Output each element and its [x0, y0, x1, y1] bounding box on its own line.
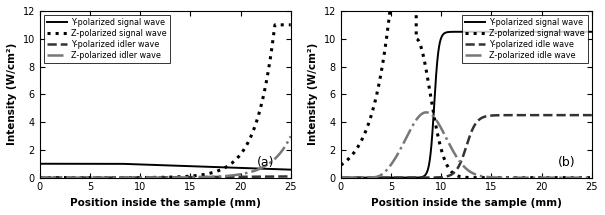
Y-polarized idle wave	[337, 176, 344, 179]
Z-polarized idle wave	[588, 176, 595, 179]
Z-polarized idle wave	[422, 111, 430, 114]
Line: Z-polarized signal wave: Z-polarized signal wave	[341, 0, 592, 178]
Y-polarized signal wave	[588, 31, 595, 33]
Z-polarized idle wave	[556, 176, 563, 179]
Z-polarized signal wave	[337, 164, 344, 166]
Line: Z-polarized idle wave: Z-polarized idle wave	[341, 112, 592, 178]
Z-polarized signal wave	[445, 166, 452, 168]
Y-polarized signal wave	[287, 168, 294, 171]
Z-polarized idle wave	[381, 171, 388, 174]
Y-polarized idler wave	[287, 175, 294, 178]
Z-polarized idler wave	[65, 176, 72, 179]
Y-polarized signal wave	[433, 62, 440, 64]
Line: Y-polarized idle wave: Y-polarized idle wave	[341, 115, 592, 178]
Y-polarized idle wave	[444, 175, 451, 177]
Y-polarized signal wave	[381, 176, 388, 179]
Y-polarized idler wave	[65, 176, 72, 179]
Line: Y-polarized idler wave: Y-polarized idler wave	[40, 177, 290, 178]
Y-polarized idler wave	[36, 176, 44, 179]
Z-polarized idler wave	[287, 135, 294, 138]
Y-polarized idler wave	[132, 176, 140, 179]
Z-polarized idle wave	[366, 176, 373, 179]
Z-polarized idle wave	[337, 176, 344, 179]
Z-polarized signal wave	[556, 176, 563, 179]
Y-polarized signal wave	[583, 31, 590, 33]
Legend: Y-polarized signal wave, Z-polarized signal wave, Y-polarized idle wave, Z-polar: Y-polarized signal wave, Z-polarized sig…	[462, 15, 588, 63]
X-axis label: Position inside the sample (mm): Position inside the sample (mm)	[70, 198, 261, 208]
Y-polarized signal wave	[36, 163, 44, 165]
Y-polarized signal wave	[556, 31, 563, 33]
Y-polarized signal wave	[337, 176, 344, 179]
Y-polarized idle wave	[583, 114, 590, 116]
Y-polarized idle wave	[588, 114, 595, 116]
Z-polarized idler wave	[132, 176, 140, 179]
Text: (b): (b)	[558, 156, 575, 169]
Z-polarized idle wave	[434, 120, 441, 123]
Y-polarized signal wave	[512, 31, 520, 33]
Y-polarized idler wave	[282, 175, 289, 178]
Y-polarized signal wave	[80, 163, 87, 165]
Y-polarized idle wave	[381, 176, 388, 179]
Z-polarized idler wave	[80, 176, 87, 179]
Z-polarized signal wave	[143, 176, 151, 179]
Z-polarized signal wave	[255, 113, 263, 116]
Line: Y-polarized signal wave: Y-polarized signal wave	[341, 32, 592, 178]
Z-polarized idle wave	[445, 140, 452, 143]
Z-polarized signal wave	[366, 120, 373, 122]
Line: Z-polarized idler wave: Z-polarized idler wave	[40, 136, 290, 178]
Text: (a): (a)	[257, 156, 274, 169]
Y-polarized signal wave	[132, 163, 140, 166]
Z-polarized signal wave	[588, 176, 595, 179]
Y-polarized signal wave	[65, 163, 72, 165]
Y-polarized signal wave	[366, 176, 373, 179]
Y-axis label: Intensity (W/cm²): Intensity (W/cm²)	[308, 43, 318, 145]
Y-polarized signal wave	[444, 31, 451, 33]
Line: Z-polarized signal wave: Z-polarized signal wave	[40, 25, 290, 178]
X-axis label: Position inside the sample (mm): Position inside the sample (mm)	[371, 198, 562, 208]
Z-polarized idler wave	[255, 168, 263, 170]
Z-polarized signal wave	[65, 176, 72, 179]
Legend: Y-polarized signal wave, Z-polarized signal wave, Y-polarized idler wave, Z-pola: Y-polarized signal wave, Z-polarized sig…	[44, 15, 170, 63]
Z-polarized signal wave	[583, 176, 590, 179]
Z-polarized signal wave	[287, 24, 294, 26]
Y-axis label: Intensity (W/cm²): Intensity (W/cm²)	[7, 43, 17, 145]
Y-polarized idle wave	[433, 176, 440, 179]
Y-polarized signal wave	[255, 167, 263, 170]
Z-polarized idler wave	[143, 176, 151, 179]
Y-polarized signal wave	[282, 168, 289, 171]
Z-polarized signal wave	[80, 176, 87, 179]
Z-polarized signal wave	[36, 176, 44, 179]
Y-polarized signal wave	[143, 163, 151, 166]
Line: Y-polarized signal wave: Y-polarized signal wave	[40, 164, 290, 170]
Z-polarized signal wave	[271, 24, 278, 26]
Z-polarized idler wave	[282, 144, 289, 147]
Y-polarized idler wave	[143, 176, 151, 179]
Y-polarized idle wave	[556, 114, 563, 116]
Z-polarized signal wave	[381, 52, 388, 55]
Y-polarized idle wave	[366, 176, 373, 179]
Z-polarized signal wave	[132, 176, 140, 179]
Z-polarized signal wave	[282, 24, 289, 26]
Y-polarized idler wave	[255, 175, 263, 178]
Z-polarized signal wave	[434, 131, 441, 134]
Y-polarized idler wave	[80, 176, 87, 179]
Z-polarized idler wave	[36, 176, 44, 179]
Z-polarized idle wave	[583, 176, 590, 179]
